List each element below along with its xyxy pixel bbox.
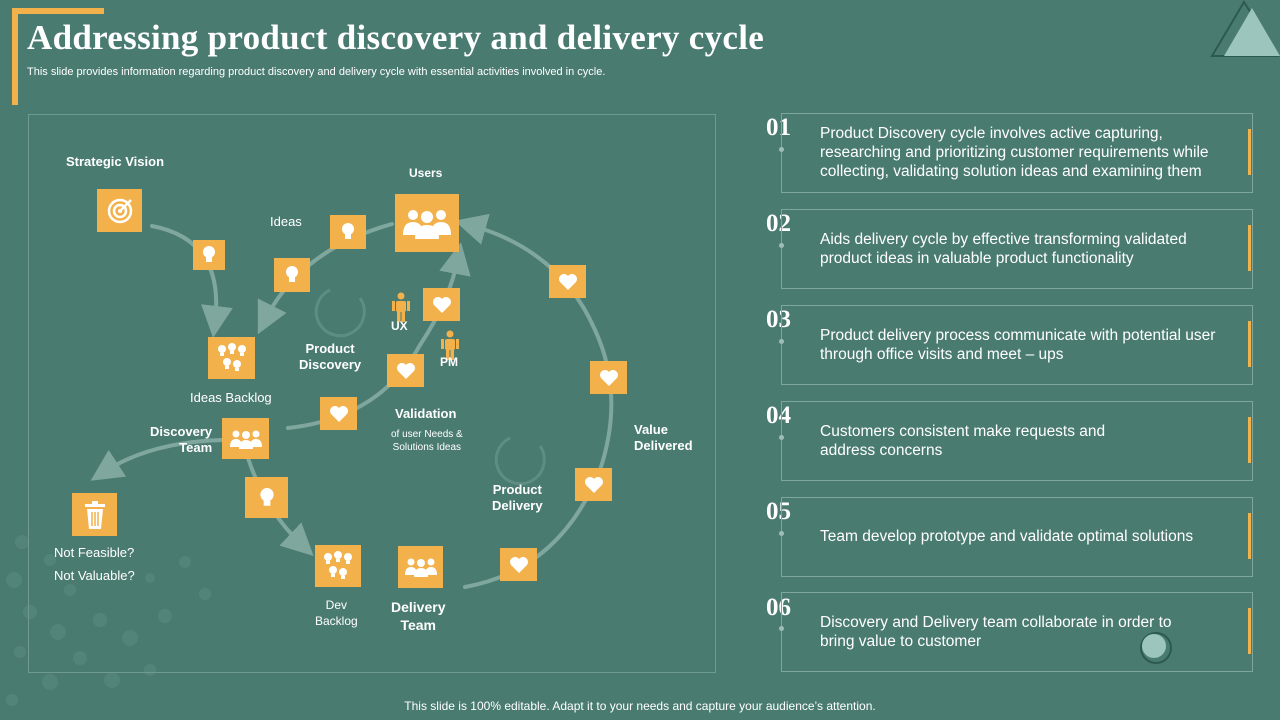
idea-node-1 [193, 240, 225, 270]
label-validation: Validation [395, 406, 457, 421]
point-accent-bar [1248, 417, 1251, 463]
point-card-05: Team develop prototype and validate opti… [779, 497, 1253, 577]
ux-person-icon [392, 292, 410, 322]
not-feasible-node [72, 493, 117, 536]
ideas-backlog-node [208, 337, 255, 379]
label-ux: UX [391, 319, 408, 333]
cycle-icon-delivery [494, 436, 546, 486]
point-accent-bar [1248, 225, 1251, 271]
heart-node-2 [387, 354, 424, 387]
heart-node-4 [549, 265, 586, 298]
idea-node-2 [274, 258, 310, 292]
point-accent-bar [1248, 129, 1251, 175]
heart-icon [584, 476, 603, 493]
heart-icon [558, 273, 577, 290]
label-dev-backlog: Dev Backlog [315, 598, 358, 628]
lightbulb-icon [259, 487, 274, 506]
point-text-02: Aids delivery cycle by effective transfo… [820, 231, 1187, 267]
label-strategic-vision: Strategic Vision [66, 154, 165, 169]
heart-icon [329, 405, 348, 422]
discovery-team-node [222, 418, 269, 459]
point-text-06: Discovery and Delivery team collaborate … [820, 614, 1172, 650]
label-delivery-team: Delivery Team [391, 599, 446, 633]
label-pm: PM [440, 355, 458, 369]
point-number-05: 05 [766, 498, 791, 525]
label-not-valuable: Not Valuable? [54, 568, 135, 583]
arrow-delivery-cycle [454, 213, 614, 589]
lightbulb-icon [342, 223, 354, 239]
point-text-01: Product Discovery cycle involves active … [820, 125, 1209, 180]
decorative-dots [6, 535, 211, 706]
heart-icon [599, 369, 618, 386]
point-card-04: Customers consistent make requests and a… [779, 401, 1253, 481]
heart-icon [509, 556, 528, 573]
team-icon [404, 558, 437, 577]
cycle-icon-discovery [314, 288, 366, 338]
label-value-delivered: Value Delivered [634, 422, 693, 453]
heart-node-1 [423, 288, 460, 321]
label-ideas: Ideas [270, 214, 302, 229]
heart-node-7 [500, 548, 537, 581]
heart-node-6 [575, 468, 612, 501]
point-number-02: 02 [766, 210, 791, 237]
point-accent-bar [1248, 513, 1251, 559]
point-number-01: 01 [766, 114, 791, 141]
point-card-03: Product delivery process communicate wit… [779, 305, 1253, 385]
point-connector-dot [779, 339, 784, 344]
point-card-06: Discovery and Delivery team collaborate … [779, 592, 1253, 672]
page-title: Addressing product discovery and deliver… [27, 18, 765, 57]
heart-icon [396, 362, 415, 379]
point-connector-dot [779, 435, 784, 440]
label-ideas-backlog: Ideas Backlog [190, 390, 272, 405]
label-users: Users [409, 166, 443, 180]
strategic-vision-node [97, 189, 142, 232]
arrow-users-to-backlog [257, 222, 394, 335]
label-not-feasible: Not Feasible? [54, 545, 135, 560]
label-product-delivery: Product Delivery [492, 482, 543, 513]
heart-icon [432, 296, 451, 313]
delivery-team-node [398, 546, 443, 588]
team-icon [229, 430, 262, 449]
point-text-04: Customers consistent make requests and a… [820, 423, 1106, 459]
label-discovery-team: Discovery Team [150, 424, 213, 455]
pm-person-icon [441, 330, 459, 360]
point-number-04: 04 [766, 402, 791, 429]
point-accent-bar [1248, 321, 1251, 367]
point-connector-dot [779, 147, 784, 152]
users-group-icon [403, 210, 451, 239]
lightbulb-icon [203, 246, 215, 262]
idea-node-4 [245, 477, 288, 518]
corner-triangle-decoration [1210, 0, 1280, 57]
point-connector-dot [779, 531, 784, 536]
point-card-02: Aids delivery cycle by effective transfo… [779, 209, 1253, 289]
point-number-06: 06 [766, 594, 791, 621]
point-number-03: 03 [766, 306, 791, 333]
heart-node-5 [590, 361, 627, 394]
lightbulbs-icon [217, 343, 246, 371]
lightbulb-icon [286, 266, 298, 282]
trash-icon [84, 500, 105, 529]
page-subtitle: This slide provides information regardin… [27, 66, 606, 78]
corner-accent-horizontal [12, 8, 104, 14]
heart-node-3 [320, 397, 357, 430]
footer-note: This slide is 100% editable. Adapt it to… [404, 699, 876, 713]
point-connector-dot [779, 626, 784, 631]
idea-node-3 [330, 215, 366, 249]
point-connector-dot [779, 243, 784, 248]
label-product-discovery: Product Discovery [299, 341, 362, 372]
cycle-arrows [90, 213, 614, 589]
dev-backlog-node [315, 545, 361, 587]
arrow-team-to-not-feasible [90, 438, 224, 481]
diagram-panel [28, 114, 716, 673]
point-text-05: Team develop prototype and validate opti… [820, 528, 1194, 545]
point-text-03: Product delivery process communicate wit… [820, 327, 1216, 363]
users-node [395, 194, 459, 252]
lightbulbs-icon [324, 551, 352, 579]
point-accent-bar [1248, 608, 1251, 654]
corner-accent-vertical [12, 8, 18, 105]
point-card-01: Product Discovery cycle involves active … [779, 113, 1253, 193]
target-icon [107, 198, 132, 223]
decorative-circles [1140, 632, 1172, 664]
label-validation-sub: of user Needs & Solutions Ideas [391, 429, 463, 453]
